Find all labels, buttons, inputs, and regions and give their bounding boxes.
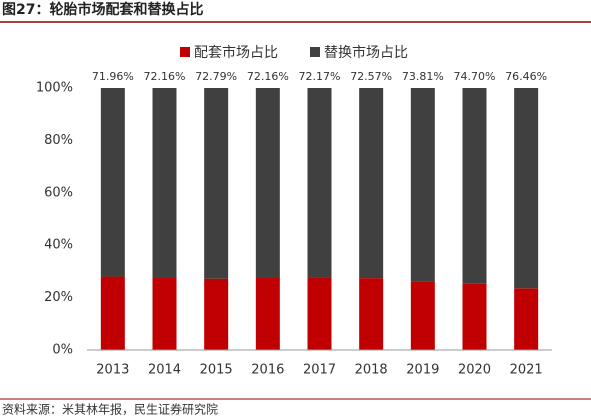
- y-tick-label: 60%: [44, 185, 73, 200]
- legend-label: 替换市场占比: [324, 44, 408, 61]
- bar-segment: [410, 88, 435, 282]
- bar-segment: [255, 277, 280, 350]
- x-tick-label: 2021: [510, 363, 543, 378]
- bar-segment: [514, 88, 539, 289]
- legend-label: 配套市场占比: [194, 44, 278, 61]
- bar-segment: [359, 88, 384, 279]
- bar-segment: [152, 277, 177, 350]
- bar-segment: [359, 278, 384, 350]
- y-tick-label: 80%: [44, 133, 73, 148]
- chart-title: 图27：轮胎市场配套和替换占比: [2, 1, 203, 18]
- legend-swatch: [310, 47, 320, 57]
- bar-segment: [255, 88, 280, 278]
- value-label: 73.81%: [402, 70, 444, 83]
- x-tick-label: 2015: [200, 363, 233, 378]
- y-tick-label: 0%: [52, 343, 73, 358]
- value-label: 74.70%: [454, 70, 496, 83]
- x-tick-label: 2013: [96, 363, 129, 378]
- bar-segment: [204, 88, 229, 279]
- x-tick-label: 2016: [251, 363, 284, 378]
- value-label: 76.46%: [505, 70, 547, 83]
- x-tick-label: 2020: [458, 363, 491, 378]
- legend-swatch: [180, 47, 190, 57]
- bar-segment: [462, 88, 487, 284]
- value-label: 72.79%: [195, 70, 237, 83]
- bar-segment: [307, 88, 332, 278]
- y-tick-label: 40%: [44, 238, 73, 253]
- bar-segment: [152, 88, 177, 278]
- bar-segment: [462, 283, 487, 350]
- bar-segment: [307, 277, 332, 350]
- x-tick-label: 2017: [303, 363, 336, 378]
- y-tick-label: 100%: [36, 81, 73, 96]
- bar-segment: [204, 278, 229, 350]
- value-label: 72.17%: [299, 70, 341, 83]
- x-tick-label: 2014: [148, 363, 181, 378]
- bar-segment: [100, 276, 125, 350]
- value-label: 71.96%: [92, 70, 134, 83]
- bar-segment: [410, 281, 435, 350]
- x-tick-label: 2018: [355, 363, 388, 378]
- value-label: 72.57%: [350, 70, 392, 83]
- x-tick-label: 2019: [406, 363, 439, 378]
- value-label: 72.16%: [144, 70, 186, 83]
- value-label: 72.16%: [247, 70, 289, 83]
- y-tick-label: 20%: [44, 290, 73, 305]
- bar-segment: [514, 288, 539, 350]
- bar-segment: [100, 88, 125, 277]
- source: 资料来源：米其林年报，民生证券研究院: [2, 402, 218, 417]
